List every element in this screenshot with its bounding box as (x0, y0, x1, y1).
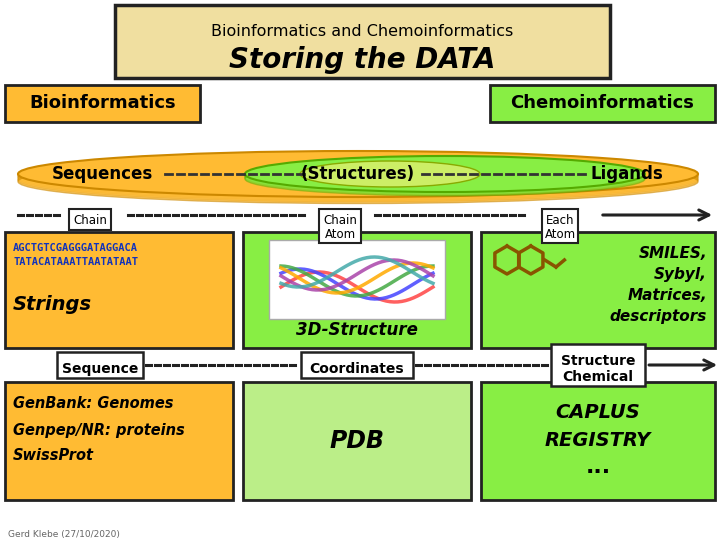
Text: descriptors: descriptors (610, 309, 707, 325)
Text: Chain: Chain (323, 214, 357, 227)
Text: Chemoinformatics: Chemoinformatics (510, 94, 694, 112)
FancyBboxPatch shape (269, 240, 445, 319)
Text: SMILES,: SMILES, (639, 246, 707, 261)
Text: Sequence: Sequence (62, 362, 138, 376)
Ellipse shape (18, 159, 698, 204)
FancyBboxPatch shape (481, 232, 715, 348)
Text: Genpep/NR: proteins: Genpep/NR: proteins (13, 422, 185, 437)
Text: Ligands: Ligands (590, 165, 662, 183)
Text: Sequences: Sequences (52, 165, 153, 183)
Text: 3D-Structure: 3D-Structure (296, 321, 418, 339)
Text: Storing the DATA: Storing the DATA (229, 46, 495, 74)
Text: TATACATAAATTAATATAAT: TATACATAAATTAATATAAT (13, 257, 138, 267)
Text: Chemical: Chemical (562, 370, 634, 384)
FancyBboxPatch shape (5, 232, 233, 348)
FancyBboxPatch shape (5, 382, 233, 500)
Text: Bioinformatics and Chemoinformatics: Bioinformatics and Chemoinformatics (212, 24, 513, 38)
FancyBboxPatch shape (5, 85, 200, 122)
Text: SwissProt: SwissProt (13, 449, 94, 463)
FancyBboxPatch shape (243, 232, 471, 348)
Text: Atom: Atom (544, 227, 575, 240)
Ellipse shape (300, 161, 480, 187)
FancyBboxPatch shape (319, 209, 361, 243)
FancyBboxPatch shape (115, 5, 610, 78)
Text: CAPLUS: CAPLUS (556, 402, 640, 422)
Text: GenBank: Genomes: GenBank: Genomes (13, 396, 174, 411)
Text: (Structures): (Structures) (301, 165, 415, 183)
FancyBboxPatch shape (481, 382, 715, 500)
Text: Structure: Structure (561, 354, 635, 368)
Ellipse shape (245, 162, 645, 196)
Ellipse shape (245, 160, 645, 194)
Text: AGCTGTCGAGGGATAGGACA: AGCTGTCGAGGGATAGGACA (13, 243, 138, 253)
Text: Chain: Chain (73, 214, 107, 227)
Text: Each: Each (546, 214, 575, 227)
Text: Matrices,: Matrices, (627, 288, 707, 303)
Text: Coordinates: Coordinates (310, 362, 405, 376)
FancyBboxPatch shape (68, 209, 112, 230)
Ellipse shape (245, 156, 645, 192)
Ellipse shape (245, 159, 645, 193)
FancyBboxPatch shape (301, 352, 413, 378)
Text: Sybyl,: Sybyl, (654, 267, 707, 282)
FancyBboxPatch shape (551, 344, 645, 386)
Text: PDB: PDB (330, 429, 384, 453)
Text: ...: ... (585, 457, 611, 477)
Text: Gerd Klebe (27/10/2020): Gerd Klebe (27/10/2020) (8, 530, 120, 539)
Ellipse shape (245, 158, 645, 192)
FancyBboxPatch shape (57, 352, 143, 378)
FancyBboxPatch shape (542, 209, 578, 243)
Text: Bioinformatics: Bioinformatics (30, 94, 176, 112)
Text: Atom: Atom (325, 227, 356, 240)
Ellipse shape (18, 151, 698, 197)
Ellipse shape (18, 153, 698, 198)
Text: Strings: Strings (13, 294, 92, 314)
Ellipse shape (18, 158, 698, 202)
Text: REGISTRY: REGISTRY (545, 430, 651, 449)
Ellipse shape (18, 157, 698, 200)
FancyBboxPatch shape (243, 382, 471, 500)
Ellipse shape (18, 155, 698, 199)
FancyBboxPatch shape (490, 85, 715, 122)
